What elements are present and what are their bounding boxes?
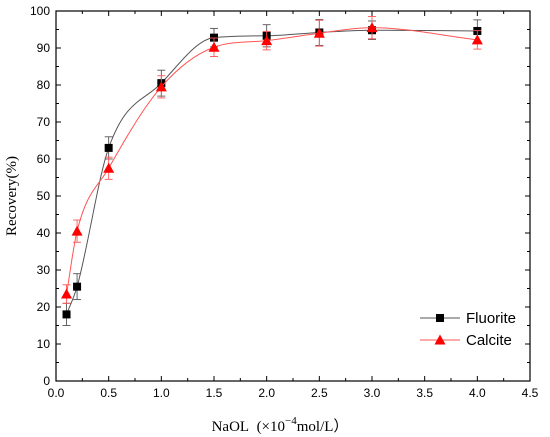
y-tick-label: 20: [37, 300, 51, 314]
series-line-calcite: [66, 27, 478, 295]
legend-item-calcite: Calcite: [420, 332, 512, 349]
x-axis-label: NaOL (×10−4mol/L）: [212, 415, 349, 435]
y-tick-label: 50: [37, 189, 51, 203]
series-fluorite: [62, 19, 482, 326]
x-tick-label: 4.5: [522, 386, 539, 400]
data-point: [366, 22, 378, 33]
data-point: [71, 225, 83, 236]
axes: 0.0 0.5 1.0 1.5 2.0 2.5 3.0 3.5 4.0 4.5 0 10 20 30 40 5…: [30, 4, 539, 400]
y-tick-label: 0: [43, 374, 50, 388]
x-tick-label: 2.5: [311, 386, 328, 400]
x-tick-label: 0.0: [48, 386, 65, 400]
data-point: [104, 143, 113, 152]
y-tick-label: 40: [37, 226, 51, 240]
y-tick-label: 10: [37, 337, 51, 351]
y-tick-label: 100: [30, 4, 50, 18]
y-tick-label: 30: [37, 263, 51, 277]
y-tick-label: 70: [37, 115, 51, 129]
x-tick-label: 1.0: [153, 386, 170, 400]
x-tick-label: 4.0: [469, 386, 486, 400]
legend-marker: [434, 334, 446, 345]
data-point: [61, 288, 73, 299]
legend-marker: [436, 314, 444, 322]
data-point: [208, 41, 220, 52]
y-tick-label: 60: [37, 152, 51, 166]
y-tick-label: 80: [37, 78, 51, 92]
y-tick-label: 90: [37, 41, 51, 55]
data-point: [313, 27, 325, 38]
x-tick-label: 1.5: [206, 386, 223, 400]
series-line-fluorite: [66, 29, 478, 315]
x-tick-label: 2.0: [258, 386, 275, 400]
legend-label: Calcite: [466, 332, 512, 349]
x-tick-label: 0.5: [100, 386, 117, 400]
data-point: [261, 35, 273, 46]
legend: Fluorite Calcite: [420, 310, 516, 349]
plot-frame: [55, 10, 531, 382]
x-tick-label: 3.0: [364, 386, 381, 400]
legend-item-fluorite: Fluorite: [420, 310, 516, 327]
data-point: [62, 310, 71, 319]
y-axis-label: Recovery(%): [4, 156, 20, 236]
series-calcite: [61, 16, 483, 304]
data-point: [73, 282, 82, 291]
data-point: [471, 34, 483, 45]
data-point: [103, 162, 115, 173]
series-layer: [61, 16, 483, 326]
x-tick-label: 3.5: [416, 386, 433, 400]
data-point: [155, 81, 167, 92]
legend-label: Fluorite: [466, 310, 516, 327]
